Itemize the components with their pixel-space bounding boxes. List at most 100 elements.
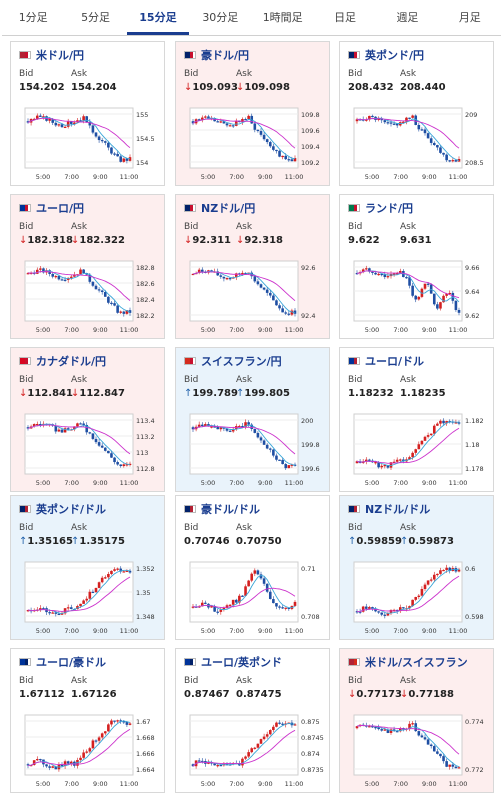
- candle-body: [398, 607, 402, 612]
- card-header: 英ポンド/円: [348, 47, 424, 63]
- bid-value: 208.432: [348, 82, 394, 93]
- rate-card[interactable]: 米ドル/スイスフラン Bid Ask ↓0.77173↓0.77188 0.774 0.7…: [339, 648, 494, 793]
- candle-body: [228, 125, 232, 127]
- candle-body: [216, 271, 220, 276]
- chart-x-tick-label: 11:00: [120, 479, 139, 487]
- currency-pair-link[interactable]: 英ポンド/円: [365, 49, 425, 62]
- mini-candlestick-chart[interactable]: 1.67 1.668 1.666 1.664 5:00 7:00 9:00 11:00: [15, 711, 163, 789]
- candle-body: [113, 153, 116, 155]
- chart-y-tick-label: 109.4: [301, 143, 320, 151]
- candle-body: [51, 766, 55, 768]
- currency-pair-link[interactable]: NZドル/円: [201, 202, 256, 215]
- currency-pair-link[interactable]: 豪ドル/ドル: [201, 503, 261, 516]
- mini-candlestick-chart[interactable]: 1.352 1.35 1.348 5:00 7:00 9:00 11:00: [15, 558, 163, 636]
- rate-card[interactable]: 米ドル/円 Bid Ask 154.202 154.204 155 154.5 154 5:00…: [10, 41, 165, 186]
- rate-card[interactable]: ユーロ/英ポンド Bid Ask 0.87467 0.87475 0.875 0.8745 0…: [175, 648, 330, 793]
- chart-y-tick-label: 9.66: [465, 264, 479, 272]
- tab-timeframe[interactable]: 5分足: [81, 11, 111, 24]
- candle-body: [107, 573, 110, 578]
- currency-pair-link[interactable]: 英ポンド/ドル: [36, 503, 107, 516]
- candle-body: [128, 723, 132, 725]
- currency-pair-link[interactable]: 米ドル/スイスフラン: [365, 656, 468, 669]
- candle-body: [392, 273, 396, 275]
- candle-body: [411, 115, 414, 118]
- candle-body: [51, 612, 55, 614]
- rate-card[interactable]: 英ポンド/ドル Bid Ask ↑1.35165↑1.35175 1.352 1.35 1.…: [10, 495, 165, 640]
- mini-candlestick-chart[interactable]: 0.774 0.772 5:00 7:00 9:00 11:00: [344, 711, 492, 789]
- mini-candlestick-chart[interactable]: 1.182 1.18 1.178 5:00 7:00 9:00 11:00: [344, 410, 492, 488]
- tab-timeframe[interactable]: 1時間足: [262, 11, 303, 24]
- candle-body: [32, 118, 36, 121]
- currency-pair-link[interactable]: ユーロ/円: [36, 202, 85, 215]
- mini-candlestick-chart[interactable]: 0.6 0.598 5:00 7:00 9:00 11:00: [344, 558, 492, 636]
- candle-body: [417, 595, 421, 597]
- currency-pair-link[interactable]: ユーロ/英ポンド: [201, 656, 283, 669]
- chart-x-tick-label: 7:00: [64, 326, 79, 334]
- candle-body: [91, 281, 95, 286]
- mini-candlestick-chart[interactable]: 109.8 109.6 109.4 109.2 5:00 7:00 9:00 11:00: [180, 104, 328, 182]
- rate-card[interactable]: ランド/円 Bid Ask 9.622 9.631 9.66 9.64 9.62 5:00 7:0…: [339, 194, 494, 339]
- mini-candlestick-chart[interactable]: 155 154.5 154 5:00 7:00 9:00 11:00: [15, 104, 163, 182]
- candle-body: [457, 767, 461, 769]
- bid-label: Bid: [19, 222, 34, 232]
- rate-card[interactable]: 豪ドル/円 Bid Ask ↓109.093↓109.098 109.8 109.6 109…: [175, 41, 330, 186]
- chart-y-tick-label: 200: [301, 417, 313, 425]
- candle-body: [364, 268, 368, 270]
- mini-candlestick-chart[interactable]: 209 208.5 5:00 7:00 9:00 11:00: [344, 104, 492, 182]
- candle-body: [91, 433, 95, 439]
- chart-y-tick-label: 155: [136, 111, 148, 119]
- candle-body: [454, 766, 458, 769]
- chart-x-tick-label: 5:00: [201, 780, 216, 788]
- rate-card[interactable]: スイスフラン/円 Bid Ask ↑199.789↑199.805 200 199.8 19…: [175, 347, 330, 492]
- mini-candlestick-chart[interactable]: 0.875 0.8745 0.874 0.8735 5:00 7:00 9:00 11:00: [180, 711, 328, 789]
- tab-timeframe[interactable]: 月足: [458, 11, 481, 24]
- mini-candlestick-chart[interactable]: 92.6 92.4 5:00 7:00 9:00 11:00: [180, 257, 328, 335]
- candle-body: [42, 608, 45, 610]
- quote-values: ↓182.318↓182.322: [19, 235, 125, 246]
- candle-body: [85, 424, 89, 433]
- bid-label: Bid: [184, 222, 199, 232]
- quote-labels: Bid Ask: [184, 222, 252, 232]
- bid-trend-arrow: ↑: [19, 536, 28, 547]
- rate-card[interactable]: ユーロ/円 Bid Ask ↓182.318↓182.322 182.8 182.6 182…: [10, 194, 165, 339]
- tab-timeframe[interactable]: 30分足: [202, 11, 239, 24]
- rate-card[interactable]: NZドル/ドル Bid Ask ↑0.59859↑0.59873 0.6 0.598 5:0…: [339, 495, 494, 640]
- tab-timeframe[interactable]: 日足: [334, 11, 357, 24]
- rate-card[interactable]: ユーロ/ドル Bid Ask 1.18232 1.18235 1.182 1.18 1.178…: [339, 347, 494, 492]
- mini-candlestick-chart[interactable]: 182.8 182.6 182.4 182.2 5:00 7:00 9:00 11:00: [15, 257, 163, 335]
- currency-pair-link[interactable]: スイスフラン/円: [201, 355, 282, 368]
- candle-body: [94, 587, 98, 593]
- candle-body: [125, 310, 129, 314]
- tab-timeframe[interactable]: 15分足: [126, 0, 190, 35]
- tab-timeframe[interactable]: 週足: [396, 11, 419, 24]
- candle-body: [26, 610, 30, 612]
- currency-pair-link[interactable]: 米ドル/円: [36, 49, 85, 62]
- rate-card[interactable]: 英ポンド/円 Bid Ask 208.432 208.440 209 208.5 5:00 7:…: [339, 41, 494, 186]
- card-header: 豪ドル/円: [184, 47, 249, 63]
- currency-pair-link[interactable]: ユーロ/ドル: [365, 355, 425, 368]
- chart-x-tick-label: 9:00: [93, 326, 108, 334]
- candle-body: [228, 604, 232, 606]
- rate-card[interactable]: ユーロ/豪ドル Bid Ask 1.67112 1.67126 1.67 1.668 1.66…: [10, 648, 165, 793]
- mini-candlestick-chart[interactable]: 200 199.8 199.6 5:00 7:00 9:00 11:00: [180, 410, 328, 488]
- tab-timeframe[interactable]: 1分足: [18, 11, 48, 24]
- mini-candlestick-chart[interactable]: 9.66 9.64 9.62 5:00 7:00 9:00 11:00: [344, 257, 492, 335]
- candle-body: [39, 423, 42, 426]
- quote-values: 208.432 208.440: [348, 82, 446, 93]
- currency-pair-link[interactable]: NZドル/ドル: [365, 503, 431, 516]
- candle-body: [66, 761, 70, 764]
- mini-candlestick-chart[interactable]: 0.71 0.708 5:00 7:00 9:00 11:00: [180, 558, 328, 636]
- currency-pair-link[interactable]: ランド/円: [365, 202, 414, 215]
- rate-card[interactable]: NZドル/円 Bid Ask ↓92.311 ↓92.318 92.6 92.4 5:00 7:…: [175, 194, 330, 339]
- mini-candlestick-chart[interactable]: 113.4 113.2 113 112.8 5:00 7:00 9:00 11:00: [15, 410, 163, 488]
- rate-card[interactable]: カナダドル/円 Bid Ask ↓112.841↓112.847 113.4 113.2 1…: [10, 347, 165, 492]
- candle-body: [122, 311, 126, 314]
- candle-body: [445, 567, 448, 570]
- currency-pair-link[interactable]: ユーロ/豪ドル: [36, 656, 107, 669]
- rate-card[interactable]: 豪ドル/ドル Bid Ask 0.70746 0.70750 0.71 0.708 5:00 7…: [175, 495, 330, 640]
- chart-x-tick-label: 11:00: [285, 173, 304, 181]
- currency-pair-link[interactable]: 豪ドル/円: [201, 49, 250, 62]
- chart-x-tick-label: 5:00: [36, 326, 51, 334]
- candle-body: [241, 595, 244, 597]
- currency-pair-link[interactable]: カナダドル/円: [36, 355, 107, 368]
